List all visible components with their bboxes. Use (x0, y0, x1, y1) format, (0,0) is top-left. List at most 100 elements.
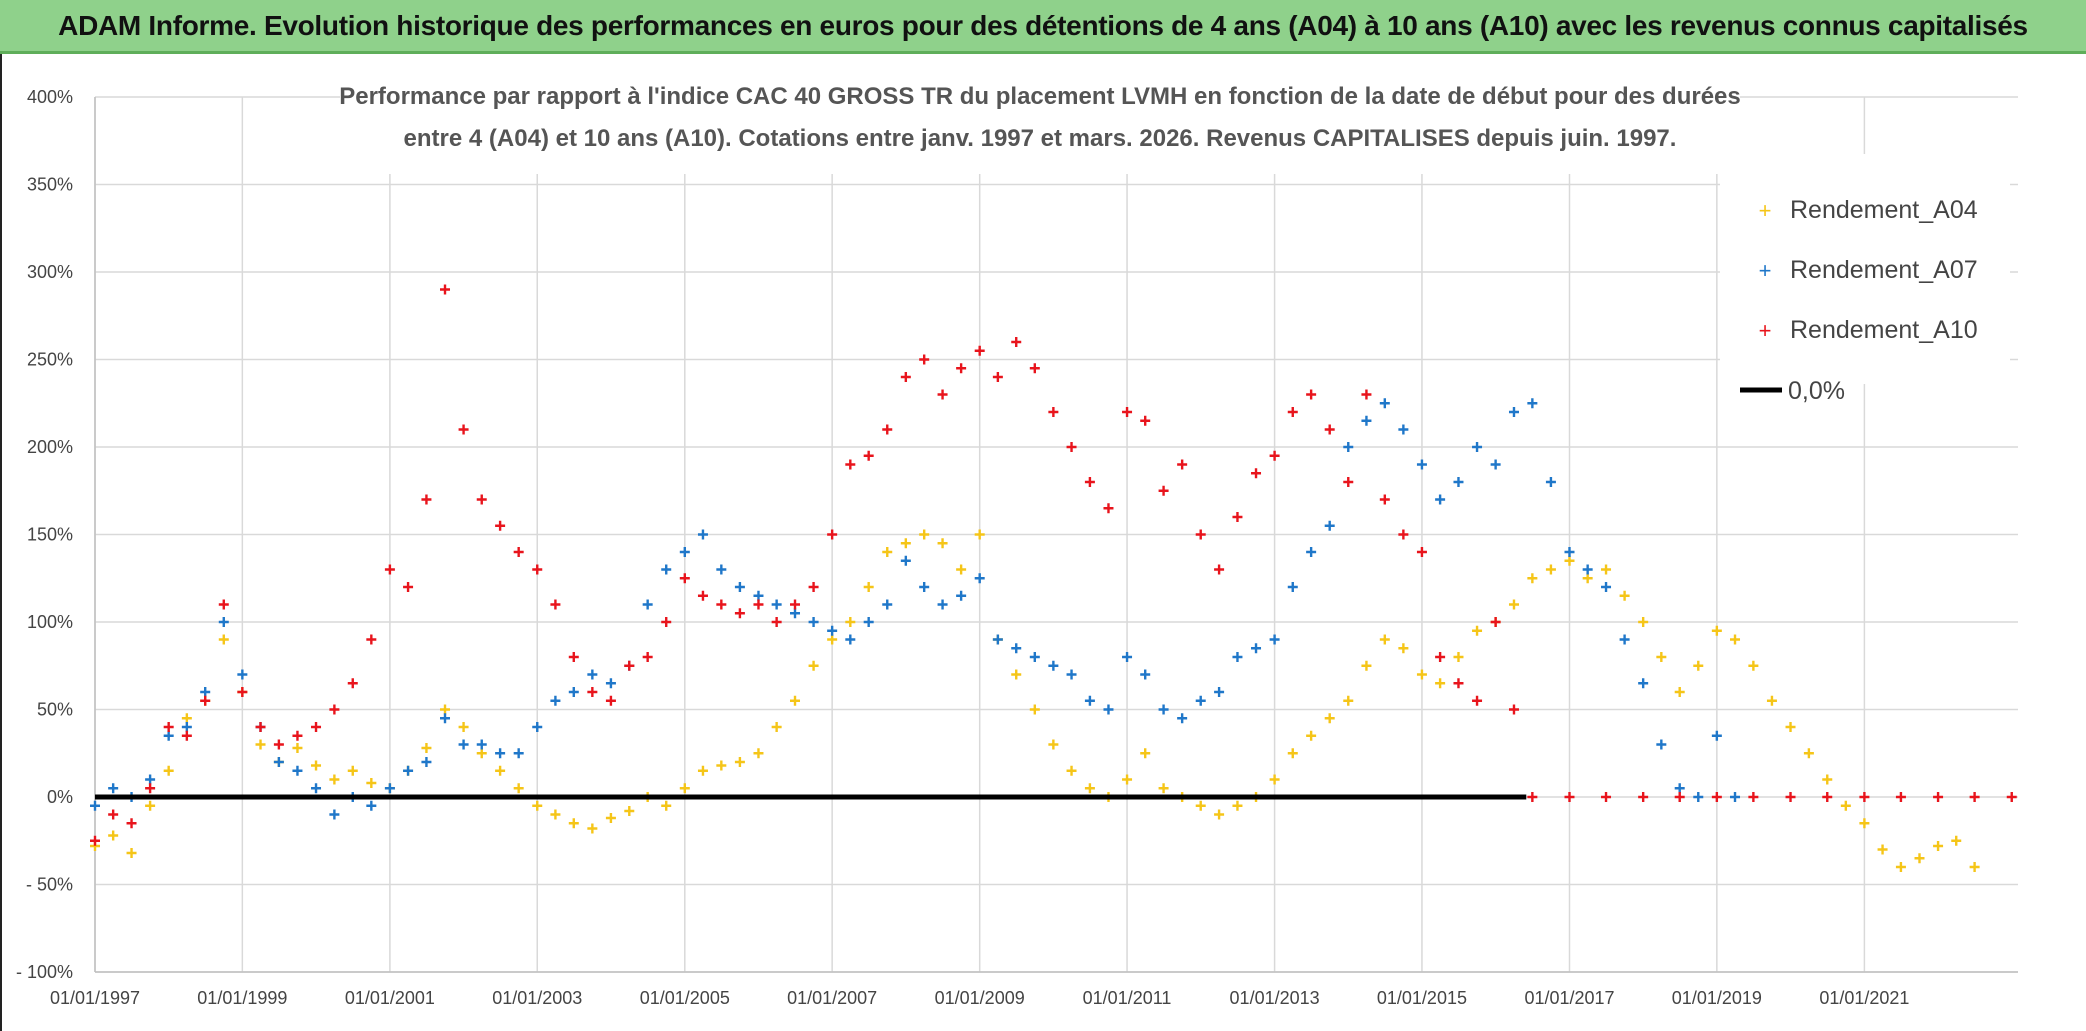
data-point (771, 599, 782, 610)
data-point (366, 800, 377, 811)
data-point (440, 284, 451, 295)
data-point (163, 722, 174, 732)
data-point (145, 774, 156, 785)
data-point (919, 582, 930, 592)
data-point (1895, 792, 1906, 802)
data-point (495, 748, 506, 759)
data-point (827, 634, 838, 645)
data-point (679, 573, 690, 584)
data-point (255, 722, 266, 732)
data-point (1564, 555, 1575, 566)
data-point (145, 783, 156, 794)
x-tick-label: 01/01/2019 (1672, 988, 1762, 1008)
data-point (90, 835, 100, 846)
data-point (1343, 442, 1354, 452)
data-point (1951, 835, 1962, 846)
data-point (1527, 573, 1538, 584)
legend-item-zero: 0,0% (1740, 377, 1845, 405)
y-tick-label: 50% (37, 700, 73, 720)
chart-subtitle-line-1: Performance par rapport à l'indice CAC 4… (339, 83, 1741, 110)
y-tick-label: 400% (27, 87, 73, 107)
data-point (1066, 765, 1077, 776)
x-tick-label: 01/01/2021 (1819, 988, 1909, 1008)
data-point (808, 617, 819, 627)
data-point (771, 722, 782, 732)
data-point (661, 564, 672, 575)
data-point (1582, 564, 1593, 575)
data-point (1379, 398, 1390, 409)
y-tick-label: 100% (27, 612, 73, 632)
data-point (568, 818, 579, 829)
data-point (1251, 468, 1262, 479)
data-point (1859, 818, 1870, 829)
data-point (1048, 660, 1059, 671)
data-point (1324, 713, 1335, 724)
data-point (476, 748, 487, 759)
data-point (568, 652, 579, 662)
data-point (1084, 477, 1095, 487)
legend-marker-a04: + (1759, 198, 1772, 223)
data-point (1103, 503, 1114, 514)
data-point (476, 494, 487, 505)
y-tick-label: 0% (47, 787, 73, 807)
data-point (1232, 800, 1243, 811)
data-point (181, 713, 192, 724)
data-point (716, 564, 727, 575)
data-point (790, 695, 801, 706)
legend-label-zero: 0,0% (1788, 377, 1845, 405)
data-point (808, 660, 819, 671)
data-point (974, 529, 985, 540)
data-point (1674, 783, 1685, 794)
series-Rendement_A10 (90, 284, 2017, 846)
y-tick-label: - 100% (16, 962, 73, 982)
x-tick-label: 01/01/2007 (787, 988, 877, 1008)
data-point (919, 354, 930, 365)
data-point (1730, 634, 1741, 645)
data-point (458, 739, 469, 750)
data-point (1066, 442, 1077, 452)
data-point (311, 783, 322, 794)
data-point (1066, 669, 1077, 680)
data-point (1933, 841, 1944, 851)
data-point (1582, 573, 1593, 584)
data-point (587, 823, 598, 834)
data-point (1638, 617, 1649, 627)
data-point (679, 547, 690, 557)
data-point (661, 800, 672, 811)
data-point (421, 743, 432, 753)
data-point (311, 722, 322, 732)
data-point (311, 760, 322, 771)
data-point (1158, 485, 1169, 496)
data-point (421, 757, 432, 767)
data-point (734, 582, 745, 592)
data-point (1656, 739, 1667, 750)
data-point (329, 704, 340, 715)
data-point (1214, 564, 1225, 575)
data-point (513, 547, 524, 557)
data-point (347, 765, 358, 776)
data-point (1269, 634, 1280, 645)
data-point (863, 617, 874, 627)
data-point (1527, 792, 1538, 802)
data-point (1564, 547, 1575, 557)
data-point (863, 450, 874, 461)
legend-marker-a10: + (1759, 318, 1772, 343)
data-point (1453, 477, 1464, 487)
x-tick-label: 01/01/2013 (1230, 988, 1320, 1008)
data-point (1195, 695, 1206, 706)
data-point (550, 695, 561, 706)
data-point (845, 617, 856, 627)
data-point (845, 459, 856, 470)
data-point (1711, 625, 1722, 636)
data-point (1730, 792, 1741, 802)
data-point (1803, 748, 1814, 759)
legend-item-a07: + Rendement_A07 (1759, 256, 1978, 284)
data-point (384, 783, 395, 794)
data-point (771, 617, 782, 627)
data-point (919, 529, 930, 540)
data-point (1748, 660, 1759, 671)
data-point (624, 660, 635, 671)
data-point (1711, 730, 1722, 741)
data-point (1177, 713, 1188, 724)
data-point (218, 599, 229, 610)
